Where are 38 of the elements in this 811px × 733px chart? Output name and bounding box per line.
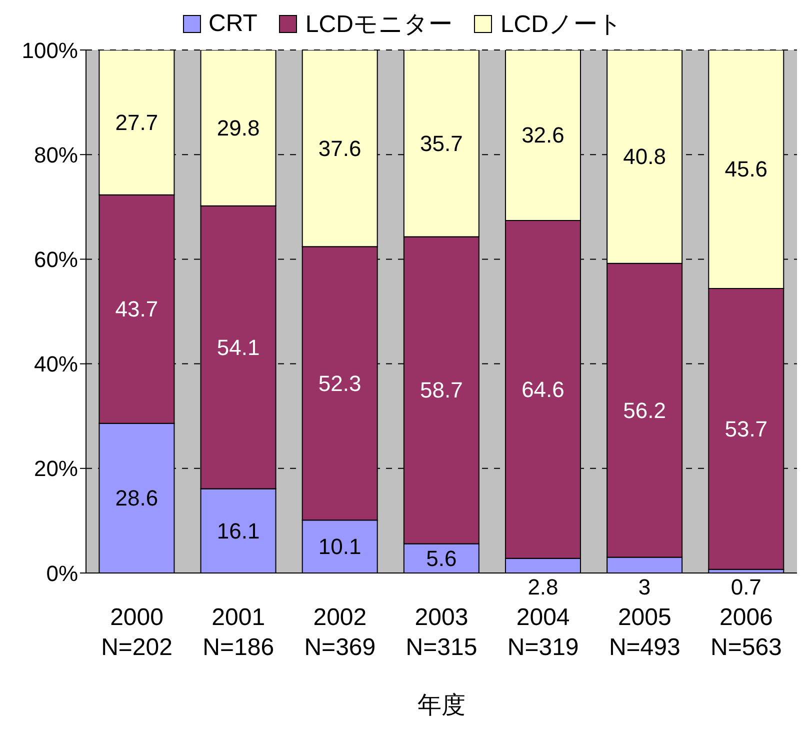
y-tick-label: 0% (46, 560, 78, 586)
x-tick-label: 2000 N=202 (101, 604, 172, 661)
x-tick-label: 2002 N=369 (304, 604, 376, 661)
y-tick-label: 80% (34, 142, 78, 168)
x-tick-label: 2001 N=186 (202, 604, 274, 661)
data-label: 56.2 (623, 398, 666, 423)
data-label: 35.7 (420, 130, 463, 156)
data-label: 2.8 (528, 574, 558, 600)
data-label: 28.6 (115, 486, 158, 511)
y-tick-label: 20% (34, 456, 78, 482)
data-label: 29.8 (216, 115, 260, 140)
data-label: 53.7 (724, 416, 768, 442)
legend-label: LCDモニター (305, 10, 452, 40)
legend-label: CRT (208, 10, 258, 38)
y-tick-label: 60% (34, 247, 78, 272)
data-label: 52.3 (318, 370, 362, 396)
data-label: 37.6 (318, 136, 362, 161)
x-tick-label: 2006 N=563 (710, 604, 782, 661)
data-label: 43.7 (115, 296, 158, 322)
data-label: 54.1 (216, 334, 260, 360)
x-tick-label: 2003 N=315 (406, 604, 478, 661)
data-label: 3 (638, 574, 651, 600)
y-tick-label: 100% (22, 38, 78, 63)
data-label: 16.1 (216, 518, 260, 544)
legend-label: LCDノート (500, 10, 622, 40)
data-label: 0.7 (730, 574, 762, 600)
data-label: 58.7 (420, 378, 463, 403)
data-label: 10.1 (318, 534, 362, 560)
y-tick-label: 40% (34, 352, 78, 377)
data-label: 27.7 (115, 110, 158, 135)
data-label: 5.6 (426, 546, 457, 571)
x-tick-label: 2005 N=493 (608, 604, 680, 661)
data-label: 32.6 (522, 122, 564, 148)
x-axis-title: 年度 (418, 692, 466, 719)
data-label: 40.8 (623, 144, 666, 170)
data-label: 45.6 (724, 156, 768, 182)
x-tick-label: 2004 N=319 (507, 604, 579, 661)
data-label: 64.6 (522, 376, 564, 402)
